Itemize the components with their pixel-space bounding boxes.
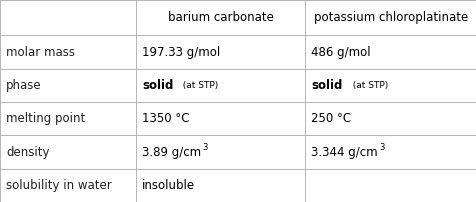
Text: density: density [6, 145, 50, 159]
Text: barium carbonate: barium carbonate [168, 11, 273, 24]
Text: 3: 3 [202, 143, 207, 152]
Text: insoluble: insoluble [142, 179, 195, 192]
Text: melting point: melting point [6, 112, 85, 125]
Text: solubility in water: solubility in water [6, 179, 112, 192]
Text: 486 g/mol: 486 g/mol [311, 45, 370, 59]
Text: (at STP): (at STP) [346, 81, 387, 90]
Text: solid: solid [142, 79, 173, 92]
Text: phase: phase [6, 79, 42, 92]
Text: 197.33 g/mol: 197.33 g/mol [142, 45, 220, 59]
Text: 3.344 g/cm: 3.344 g/cm [311, 145, 377, 159]
Text: 3.89 g/cm: 3.89 g/cm [142, 145, 201, 159]
Text: potassium chloroplatinate: potassium chloroplatinate [313, 11, 467, 24]
Text: molar mass: molar mass [6, 45, 75, 59]
Text: 1350 °C: 1350 °C [142, 112, 189, 125]
Text: solid: solid [311, 79, 342, 92]
Text: 250 °C: 250 °C [311, 112, 351, 125]
Text: 3: 3 [378, 143, 384, 152]
Text: (at STP): (at STP) [177, 81, 218, 90]
